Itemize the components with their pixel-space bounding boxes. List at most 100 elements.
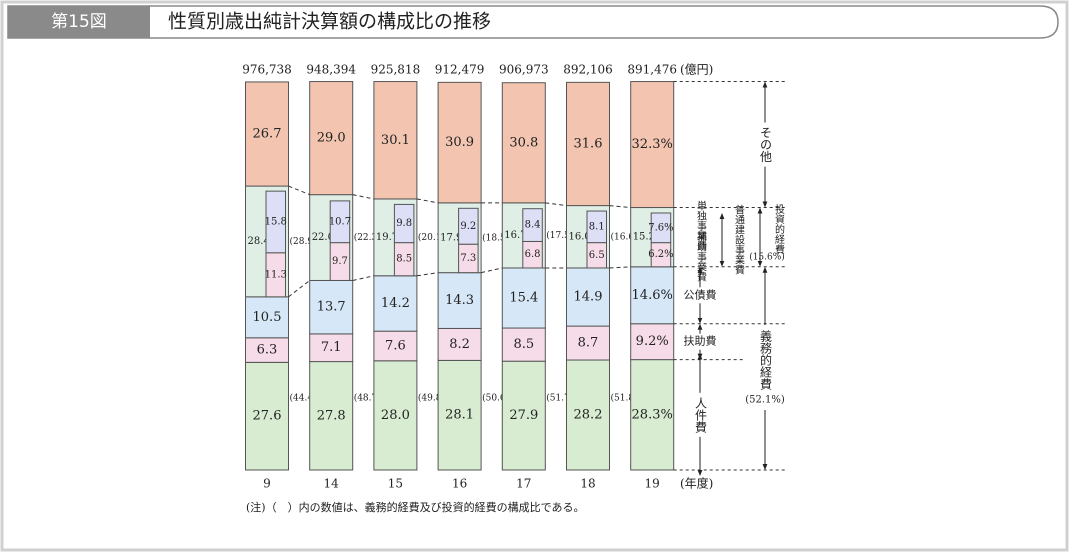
- investment-ratio: (18.5): [482, 232, 509, 243]
- bar-segment: [437, 81, 482, 204]
- label-bg: [680, 392, 720, 437]
- bar-segment: [437, 359, 482, 471]
- investment-ratio: (17.5): [546, 230, 573, 241]
- bar-segment: [245, 337, 289, 363]
- bar-segment: [630, 359, 675, 471]
- sub-segment: [458, 207, 479, 245]
- value-label: 30.9: [445, 135, 474, 150]
- sub-segment: [522, 208, 543, 242]
- sub-value-label: 9.7: [332, 256, 348, 267]
- bar-segment: [309, 279, 354, 335]
- series-label: 扶助費: [684, 334, 717, 348]
- obligatory-ratio: (49.8): [418, 393, 445, 404]
- bar-segment: [309, 81, 354, 196]
- value-label: 27.8: [317, 408, 346, 423]
- sub-value-label: 8.1: [589, 221, 605, 232]
- total-label: 976,738: [242, 63, 292, 77]
- value-label: 30.1: [381, 133, 410, 148]
- connector: [416, 272, 439, 277]
- x-tick-label: 14: [324, 477, 340, 491]
- sub-segment: [393, 203, 415, 244]
- label-bg: [755, 122, 775, 167]
- value-label: 16.0: [569, 231, 591, 242]
- value-label: 14.3: [445, 293, 474, 308]
- investment-ratio: (28.9): [290, 236, 317, 247]
- x-tick-label: 17: [516, 477, 531, 491]
- value-label: 15.4: [509, 291, 538, 306]
- x-axis-label: (年度): [680, 476, 713, 491]
- bar-segment: [501, 327, 546, 362]
- value-label: 28.3%: [632, 407, 673, 422]
- label-bg: [745, 325, 785, 410]
- connector: [288, 185, 310, 196]
- series-label: 人件費: [694, 396, 708, 432]
- value-label: 28.0: [381, 408, 410, 423]
- value-label: 8.7: [578, 336, 599, 351]
- value-label: 26.7: [253, 127, 282, 142]
- sub-segment: [265, 190, 286, 254]
- obligatory-ratio: (44.4): [290, 393, 317, 404]
- sub-value-label: 9.2: [460, 221, 476, 232]
- total-label: 912,479: [435, 63, 485, 77]
- bar-segment: [373, 360, 418, 471]
- sub-value-label: 8.5: [396, 254, 412, 265]
- sub-value-label: 15.8: [265, 216, 287, 227]
- connector: [352, 194, 374, 200]
- sub-value-label: 6.8: [525, 249, 541, 260]
- bar-segment: [373, 330, 418, 362]
- connector: [545, 202, 567, 207]
- obligatory-ratio: (51.8): [611, 393, 638, 404]
- figure-label: 第15図: [51, 12, 107, 32]
- connector: [609, 266, 631, 269]
- x-tick-label: 16: [452, 477, 467, 491]
- value-label: 14.6%: [632, 288, 673, 303]
- sub-value-label: 6.2%: [648, 249, 673, 260]
- sub-segment: [329, 200, 351, 244]
- bar-segment: [566, 359, 610, 471]
- sub-value-label: 6.5: [589, 250, 605, 261]
- value-label: 27.9: [509, 408, 538, 423]
- value-label: 29.0: [317, 131, 346, 146]
- total-label: 891,476: [627, 63, 677, 77]
- value-label: 15.2%: [633, 232, 665, 243]
- value-label: 14.9: [574, 290, 603, 305]
- sub-value-label: 9.8: [396, 218, 412, 229]
- bar-segment: [373, 81, 418, 200]
- sub-value-label: 10.7: [329, 216, 351, 227]
- x-tick-label: 15: [388, 477, 403, 491]
- obligatory-ratio: (48.7): [354, 393, 381, 404]
- connector: [480, 267, 503, 274]
- sub-value-label: 7.3: [460, 253, 476, 264]
- connector: [352, 275, 375, 281]
- value-label: 8.5: [513, 337, 534, 352]
- value-label: 19.7: [376, 232, 398, 243]
- bar-segment: [501, 360, 546, 471]
- obligatory-ratio: (50.6): [482, 393, 509, 404]
- value-label: 7.6: [385, 338, 406, 353]
- bar-segment: [630, 266, 675, 325]
- value-label: 6.3: [257, 343, 278, 358]
- value-label: 14.2: [381, 296, 410, 311]
- bar-segment: [309, 361, 354, 471]
- bar-segment: [630, 81, 675, 209]
- bar-segment: [245, 296, 289, 339]
- group-share: (15.6%): [749, 251, 785, 262]
- bar-segment: [309, 333, 354, 363]
- label-bg: [680, 333, 720, 350]
- sub-value-label: 7.6%: [648, 222, 673, 233]
- sub-series-label: 単独事業費: [695, 200, 707, 252]
- header-bar: [7, 5, 1059, 39]
- note: (注)（ ）内の数値は、義務的経費及び投資的経費の構成比である。: [246, 500, 584, 514]
- investment-ratio: (16.6): [611, 231, 638, 242]
- total-label: 948,394: [306, 63, 356, 77]
- total-label: 892,106: [563, 63, 613, 77]
- value-label: 30.8: [509, 135, 538, 150]
- sub-segment: [650, 212, 672, 244]
- label-bg: [680, 287, 720, 304]
- x-tick-label: 9: [263, 477, 271, 491]
- value-label: 9.2%: [636, 334, 669, 349]
- connector: [609, 205, 631, 209]
- value-label: 13.7: [317, 300, 346, 315]
- value-label: 22.0: [312, 232, 334, 243]
